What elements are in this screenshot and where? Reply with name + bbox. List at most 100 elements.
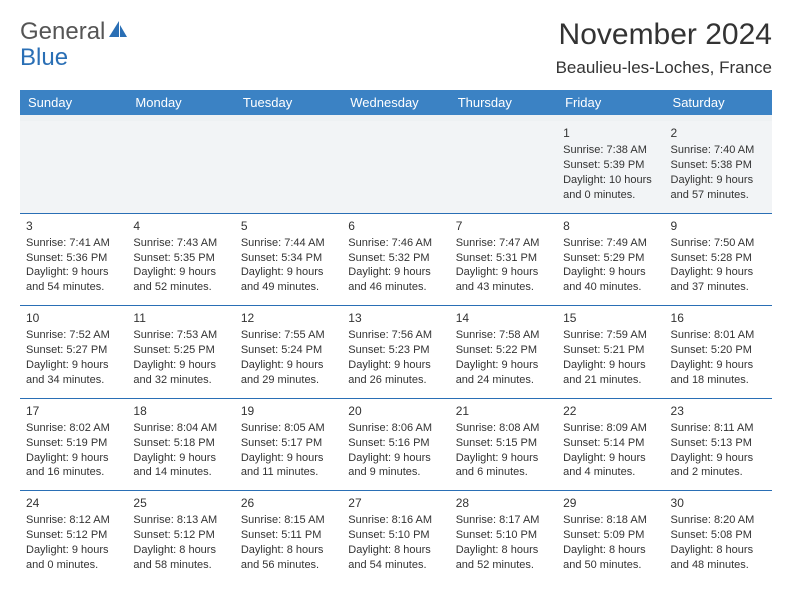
day-number: 28 [456,495,551,511]
calendar-week: 10 Sunrise: 7:52 AMSunset: 5:27 PMDayligh… [20,306,772,398]
day-number: 5 [241,218,336,234]
day-number: 10 [26,310,121,326]
calendar-day: 2 Sunrise: 7:40 AMSunset: 5:38 PMDaylight… [665,121,772,213]
calendar-day: 8Sunrise: 7:49 AMSunset: 5:29 PMDaylight… [557,214,664,306]
day-number: 24 [26,495,121,511]
calendar-day: 25 Sunrise: 8:13 AMSunset: 5:12 PMDayligh… [127,491,234,583]
day-info: Sunrise: 7:55 AMSunset: 5:24 PMDaylight:… [241,328,336,387]
day-info: Sunrise: 7:52 AMSunset: 5:27 PMDaylight:… [26,328,121,387]
day-number: 7 [456,218,551,234]
month-title: November 2024 [556,18,772,52]
day-info: Sunrise: 8:01 AMSunset: 5:20 PMDaylight:… [671,328,766,387]
day-info: Sunrise: 7:58 AMSunset: 5:22 PMDaylight:… [456,328,551,387]
calendar-week: 1Sunrise: 7:38 AMSunset: 5:39 PMDaylight… [20,121,772,213]
day-info: Sunrise: 7:49 AMSunset: 5:29 PMDaylight:… [563,236,658,295]
calendar-week: 17 Sunrise: 8:02 AMSunset: 5:19 PMDayligh… [20,399,772,491]
day-number: 9 [671,218,766,234]
calendar-day: 15 Sunrise: 7:59 AMSunset: 5:21 PMDayligh… [557,306,664,398]
calendar-day-empty [127,121,234,213]
calendar-day: 24 Sunrise: 8:12 AMSunset: 5:12 PMDayligh… [20,491,127,583]
day-info: Sunrise: 8:11 AMSunset: 5:13 PMDaylight:… [671,421,766,480]
day-number: 14 [456,310,551,326]
day-info: Sunrise: 8:13 AMSunset: 5:12 PMDaylight:… [133,513,228,572]
day-number: 17 [26,403,121,419]
calendar-day: 4Sunrise: 7:43 AMSunset: 5:35 PMDaylight… [127,214,234,306]
calendar-day: 10 Sunrise: 7:52 AMSunset: 5:27 PMDayligh… [20,306,127,398]
calendar-day: 29Sunrise: 8:18 AMSunset: 5:09 PMDayligh… [557,491,664,583]
calendar-day: 30 Sunrise: 8:20 AMSunset: 5:08 PMDayligh… [665,491,772,583]
day-number: 6 [348,218,443,234]
day-number: 3 [26,218,121,234]
calendar-day: 3 Sunrise: 7:41 AMSunset: 5:36 PMDaylight… [20,214,127,306]
day-number: 20 [348,403,443,419]
day-info: Sunrise: 8:16 AMSunset: 5:10 PMDaylight:… [348,513,443,572]
calendar-day: 14 Sunrise: 7:58 AMSunset: 5:22 PMDayligh… [450,306,557,398]
calendar-table: SundayMondayTuesdayWednesdayThursdayFrid… [20,90,772,583]
day-header: Wednesday [342,90,449,115]
calendar-day-empty [342,121,449,213]
calendar-day: 17 Sunrise: 8:02 AMSunset: 5:19 PMDayligh… [20,399,127,491]
calendar-day: 6 Sunrise: 7:46 AMSunset: 5:32 PMDaylight… [342,214,449,306]
day-header: Thursday [450,90,557,115]
day-number: 25 [133,495,228,511]
day-header: Saturday [665,90,772,115]
day-number: 12 [241,310,336,326]
calendar-day: 19 Sunrise: 8:05 AMSunset: 5:17 PMDayligh… [235,399,342,491]
calendar-day: 16 Sunrise: 8:01 AMSunset: 5:20 PMDayligh… [665,306,772,398]
day-info: Sunrise: 7:38 AMSunset: 5:39 PMDaylight:… [563,143,658,202]
calendar-day: 23 Sunrise: 8:11 AMSunset: 5:13 PMDayligh… [665,399,772,491]
day-info: Sunrise: 8:20 AMSunset: 5:08 PMDaylight:… [671,513,766,572]
calendar-day: 12 Sunrise: 7:55 AMSunset: 5:24 PMDayligh… [235,306,342,398]
day-info: Sunrise: 7:59 AMSunset: 5:21 PMDaylight:… [563,328,658,387]
calendar-day: 18Sunrise: 8:04 AMSunset: 5:18 PMDayligh… [127,399,234,491]
day-number: 23 [671,403,766,419]
day-info: Sunrise: 8:15 AMSunset: 5:11 PMDaylight:… [241,513,336,572]
day-info: Sunrise: 8:06 AMSunset: 5:16 PMDaylight:… [348,421,443,480]
calendar-day: 22 Sunrise: 8:09 AMSunset: 5:14 PMDayligh… [557,399,664,491]
day-header: Sunday [20,90,127,115]
day-info: Sunrise: 7:41 AMSunset: 5:36 PMDaylight:… [26,236,121,295]
sail-icon [107,18,129,46]
day-header: Friday [557,90,664,115]
day-info: Sunrise: 8:18 AMSunset: 5:09 PMDaylight:… [563,513,658,572]
brand-logo: General [20,18,131,46]
day-info: Sunrise: 8:08 AMSunset: 5:15 PMDaylight:… [456,421,551,480]
day-info: Sunrise: 8:09 AMSunset: 5:14 PMDaylight:… [563,421,658,480]
location-text: Beaulieu-les-Loches, France [556,58,772,78]
day-info: Sunrise: 8:02 AMSunset: 5:19 PMDaylight:… [26,421,121,480]
day-info: Sunrise: 7:53 AMSunset: 5:25 PMDaylight:… [133,328,228,387]
day-number: 22 [563,403,658,419]
day-info: Sunrise: 8:05 AMSunset: 5:17 PMDaylight:… [241,421,336,480]
day-info: Sunrise: 8:04 AMSunset: 5:18 PMDaylight:… [133,421,228,480]
day-header: Monday [127,90,234,115]
calendar-day-empty [235,121,342,213]
calendar-day: 26Sunrise: 8:15 AMSunset: 5:11 PMDayligh… [235,491,342,583]
day-info: Sunrise: 7:50 AMSunset: 5:28 PMDaylight:… [671,236,766,295]
calendar-day: 9 Sunrise: 7:50 AMSunset: 5:28 PMDaylight… [665,214,772,306]
day-number: 16 [671,310,766,326]
calendar-day: 1Sunrise: 7:38 AMSunset: 5:39 PMDaylight… [557,121,664,213]
calendar-header-row: SundayMondayTuesdayWednesdayThursdayFrid… [20,90,772,115]
day-number: 2 [671,125,766,141]
calendar-day-empty [20,121,127,213]
day-number: 13 [348,310,443,326]
calendar-day: 27Sunrise: 8:16 AMSunset: 5:10 PMDayligh… [342,491,449,583]
day-number: 15 [563,310,658,326]
day-header: Tuesday [235,90,342,115]
day-info: Sunrise: 8:12 AMSunset: 5:12 PMDaylight:… [26,513,121,572]
day-number: 19 [241,403,336,419]
day-number: 11 [133,310,228,326]
calendar-day: 5Sunrise: 7:44 AMSunset: 5:34 PMDaylight… [235,214,342,306]
day-info: Sunrise: 7:56 AMSunset: 5:23 PMDaylight:… [348,328,443,387]
calendar-day: 7Sunrise: 7:47 AMSunset: 5:31 PMDaylight… [450,214,557,306]
calendar-day: 20 Sunrise: 8:06 AMSunset: 5:16 PMDayligh… [342,399,449,491]
day-number: 30 [671,495,766,511]
calendar-day: 13 Sunrise: 7:56 AMSunset: 5:23 PMDayligh… [342,306,449,398]
day-number: 21 [456,403,551,419]
calendar-day: 11 Sunrise: 7:53 AMSunset: 5:25 PMDayligh… [127,306,234,398]
day-info: Sunrise: 7:40 AMSunset: 5:38 PMDaylight:… [671,143,766,202]
brand-part2: Blue [20,44,68,72]
day-info: Sunrise: 7:46 AMSunset: 5:32 PMDaylight:… [348,236,443,295]
day-number: 4 [133,218,228,234]
calendar-day: 28Sunrise: 8:17 AMSunset: 5:10 PMDayligh… [450,491,557,583]
